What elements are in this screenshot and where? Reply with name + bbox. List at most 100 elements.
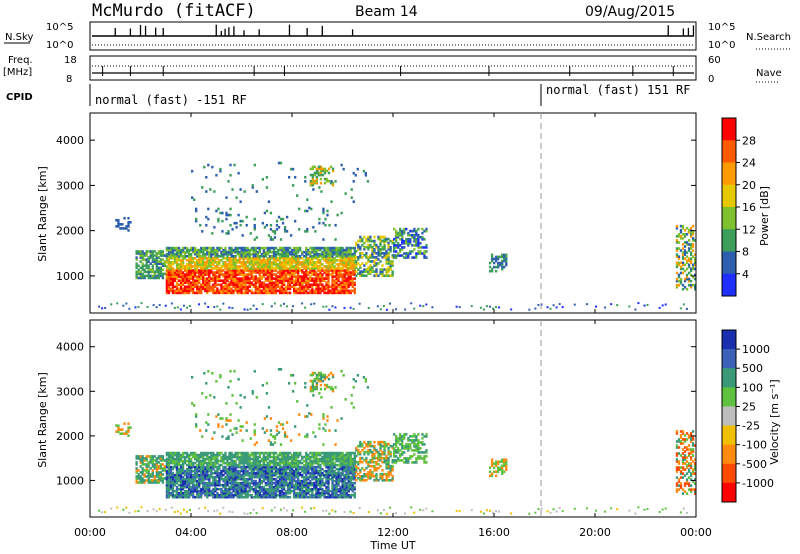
velocity-cell (173, 483, 177, 487)
velocity-cell (262, 485, 266, 489)
power-cell (171, 285, 175, 289)
power-cell (323, 177, 327, 181)
power-cell (224, 265, 227, 268)
power-cell (165, 248, 169, 252)
power-cell (139, 266, 142, 270)
velocity-cell (246, 459, 249, 463)
velocity-cell (230, 457, 233, 461)
power-cell (127, 216, 130, 220)
velocity-cell (343, 467, 346, 471)
velocity-cell (185, 467, 189, 471)
velocity-cell (268, 453, 272, 457)
power-cell (171, 246, 175, 250)
power-cell (319, 248, 322, 252)
power-cell (307, 281, 310, 285)
velocity-cell (266, 489, 270, 493)
velocity-cell (175, 465, 179, 469)
power-cell (327, 273, 330, 276)
power-cell (198, 269, 201, 272)
power-cell (167, 285, 171, 289)
power-cell (282, 289, 286, 293)
power-cell (331, 269, 334, 272)
power-cell (367, 256, 370, 259)
velocity-cell (258, 481, 261, 485)
power-cell (389, 239, 392, 243)
power-cell (280, 250, 284, 254)
velocity-cell (224, 477, 227, 481)
power-cell (397, 244, 400, 247)
freq-unit: [MHz] (3, 67, 32, 78)
power-cell (151, 250, 154, 253)
velocity-cell (268, 495, 272, 499)
velocity-cell (333, 453, 336, 457)
power-cell (228, 269, 231, 272)
power-cell (407, 244, 410, 247)
power-cell (201, 230, 204, 233)
velocity-cell (202, 475, 205, 479)
power-cell (266, 259, 270, 262)
power-cell (349, 279, 352, 282)
power-cell (222, 254, 225, 258)
power-cell (323, 254, 326, 258)
power-cell (379, 249, 382, 253)
power-cell (280, 269, 284, 272)
velocity-cell (341, 491, 344, 495)
power-cell (165, 254, 169, 258)
power-cell (313, 252, 316, 256)
velocity-cell (250, 485, 253, 489)
power-cell (187, 291, 191, 295)
power-cell (222, 289, 225, 293)
velocity-cell (228, 457, 231, 461)
velocity-cell (208, 481, 211, 485)
power-cell (262, 254, 266, 258)
power-cell (373, 270, 376, 273)
velocity-cell (244, 457, 247, 461)
velocity-cell (327, 459, 330, 463)
power-cell (278, 248, 282, 252)
power-cell (155, 260, 158, 263)
velocity-cell (305, 489, 308, 493)
velocity-cell (185, 491, 189, 495)
velocity-cell (179, 493, 183, 497)
power-cell (371, 256, 374, 259)
power-cell (675, 224, 679, 228)
power-cell (198, 281, 201, 285)
power-cell (389, 249, 392, 253)
power-cell (238, 254, 241, 258)
velocity-cell (167, 493, 171, 497)
velocity-cell (167, 477, 171, 481)
velocity-cell (347, 489, 350, 493)
velocity-cell (244, 451, 247, 455)
velocity-cell (246, 465, 249, 469)
power-cell (213, 190, 216, 193)
velocity-cell (240, 473, 243, 477)
velocity-cell (198, 479, 201, 483)
velocity-cell (325, 461, 328, 465)
velocity-cell (256, 457, 259, 461)
velocity-cell (192, 473, 195, 477)
power-cell (274, 269, 278, 272)
power-cell (510, 308, 513, 311)
velocity-cell (192, 483, 195, 487)
power-cell (691, 224, 695, 228)
velocity-cell (337, 489, 340, 493)
power-cell (204, 269, 207, 272)
velocity-cell (157, 473, 160, 476)
power-cell (387, 258, 390, 261)
colorbar-swatch (722, 118, 736, 141)
power-cell (200, 271, 203, 274)
velocity-cell (202, 491, 205, 495)
velocity-cell (171, 493, 175, 497)
velocity-cell (276, 461, 280, 465)
power-cell (192, 256, 195, 260)
velocity-cell (268, 487, 272, 491)
velocity-cell (208, 473, 211, 477)
power-cell (246, 273, 249, 276)
velocity-cell (159, 455, 162, 458)
velocity-cell (262, 453, 266, 457)
power-cell (323, 277, 326, 280)
velocity-cell (325, 473, 328, 477)
velocity-cell (274, 477, 278, 481)
power-cell (248, 263, 251, 266)
power-cell (301, 279, 304, 282)
